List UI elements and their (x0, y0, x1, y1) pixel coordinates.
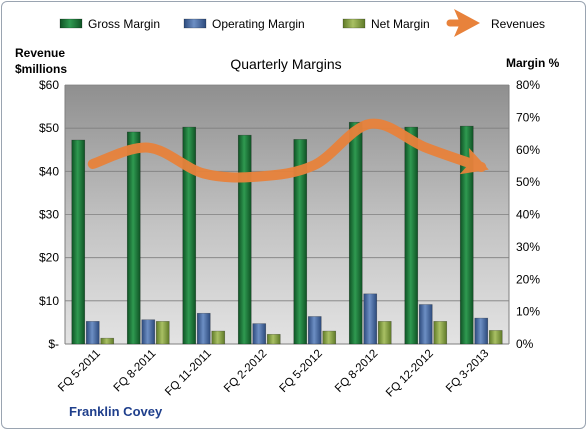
bar-operating-margin (85, 321, 100, 345)
bar-net-margin (100, 337, 115, 345)
right-tick-label: 0% (516, 337, 534, 351)
bar-net-margin (211, 330, 226, 345)
right-tick-label: 50% (516, 175, 540, 189)
bar-net-margin (377, 321, 392, 345)
right-tick-label: 20% (516, 272, 540, 286)
left-tick-label: $40 (39, 164, 59, 178)
bar-net-margin (266, 333, 281, 345)
bar-operating-margin (363, 293, 378, 345)
chart-legend: Gross Margin Operating Margin Net Margin Re… (59, 9, 545, 37)
chart-title: Quarterly Margins (230, 56, 341, 72)
bar-gross-margin (459, 125, 474, 345)
x-tick-label: FQ 8-2011 (112, 348, 159, 395)
legend-label: Net Margin (371, 17, 430, 31)
legend-swatch (342, 18, 366, 29)
bar-operating-margin (252, 323, 267, 345)
left-tick-label: $10 (39, 294, 59, 308)
bar-gross-margin (126, 131, 141, 345)
right-tick-label: 60% (516, 143, 540, 157)
right-axis-title: Margin % (506, 56, 560, 70)
x-tick-label: FQ 5-2011 (56, 348, 103, 395)
bar-gross-margin (348, 121, 363, 345)
legend-label: Operating Margin (212, 17, 305, 31)
bars (71, 121, 503, 345)
bar-operating-margin (474, 317, 489, 345)
bar-operating-margin (196, 312, 211, 345)
left-axis: $- $10 $20 $30 $40 $50 $60 (39, 78, 66, 351)
right-axis: 0% 10% 20% 30% 40% 50% 60% 70% 80% (65, 78, 540, 351)
right-tick-label: 40% (516, 208, 540, 222)
left-tick-label: $- (48, 337, 59, 351)
bar-operating-margin (141, 319, 156, 345)
legend-label: Revenues (491, 17, 545, 31)
bar-gross-margin (237, 134, 252, 345)
left-tick-label: $50 (39, 121, 59, 135)
right-tick-label: 80% (516, 78, 540, 92)
legend-label: Gross Margin (88, 17, 160, 31)
bar-gross-margin (293, 139, 308, 345)
bar-net-margin (433, 321, 448, 345)
x-tick-label: FQ 8-2012 (333, 348, 380, 395)
footer-company-name: Franklin Covey (69, 404, 163, 419)
right-tick-label: 10% (516, 305, 540, 319)
bar-operating-margin (307, 316, 322, 345)
x-axis-labels: FQ 5-2011 FQ 8-2011 FQ 11-2011 FQ 2-2012 FQ … (56, 348, 491, 400)
revenue-series (87, 118, 489, 183)
right-tick-label: 70% (516, 110, 540, 124)
left-tick-label: $30 (39, 208, 59, 222)
bar-net-margin (322, 330, 337, 345)
bar-net-margin (155, 321, 170, 345)
left-tick-label: $60 (39, 78, 59, 92)
bar-net-margin (488, 330, 503, 345)
bar-gross-margin (404, 126, 419, 345)
bar-gross-margin (182, 126, 197, 345)
left-axis-title-line2: $millions (15, 62, 67, 76)
x-tick-label: FQ 12-2012 (384, 348, 436, 400)
legend-swatch (183, 18, 207, 29)
legend-swatch (59, 18, 83, 29)
right-tick-label: 30% (516, 240, 540, 254)
left-tick-label: $20 (39, 251, 59, 265)
bar-operating-margin (418, 304, 433, 345)
bar-gross-margin (71, 139, 86, 345)
x-tick-label: FQ 3-2013 (444, 348, 491, 395)
left-axis-title-line1: Revenue (15, 46, 65, 60)
x-tick-label: FQ 11-2011 (163, 348, 214, 399)
revenues-line (87, 118, 489, 183)
x-tick-label: FQ 5-2012 (278, 348, 325, 395)
x-tick-label: FQ 2-2012 (222, 348, 269, 395)
